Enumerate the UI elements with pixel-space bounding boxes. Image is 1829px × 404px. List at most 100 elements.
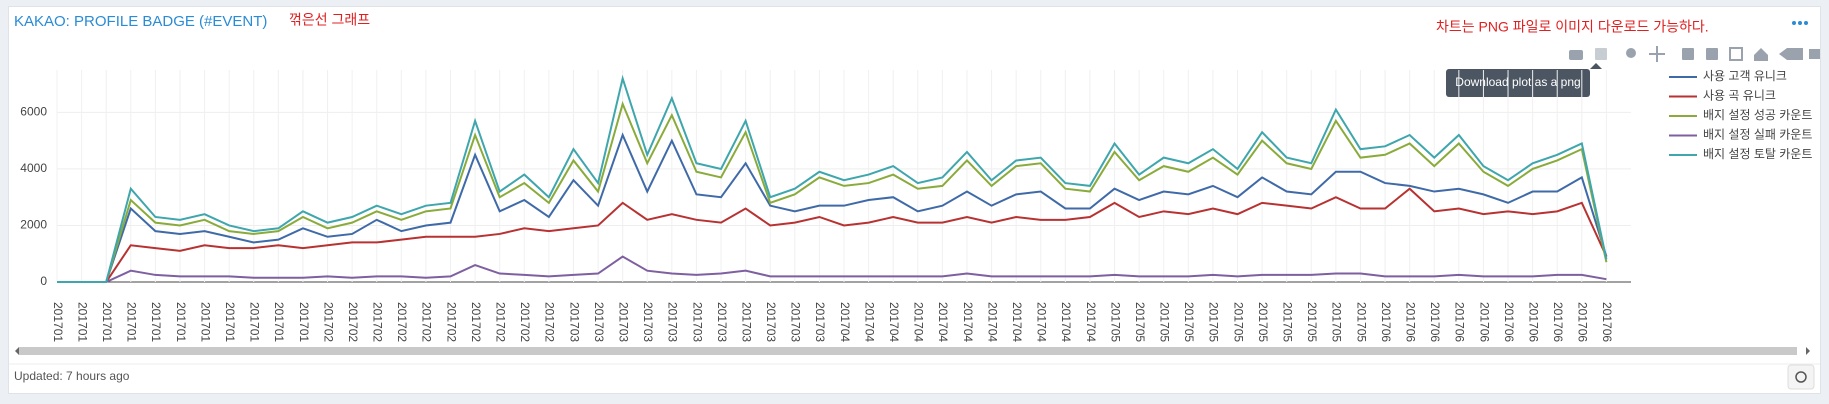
x-tick-label: 201703 — [690, 302, 704, 342]
x-tick-label: 201701 — [125, 302, 139, 342]
x-tick-label: 201706 — [1453, 302, 1467, 342]
legend-label: 사용 고객 유니크 — [1703, 69, 1787, 83]
spike-icon[interactable] — [1779, 48, 1803, 60]
x-tick-label: 201702 — [444, 302, 458, 342]
x-tick-label: 201704 — [1035, 302, 1049, 342]
x-tick-label: 201705 — [1354, 302, 1368, 342]
scrollbar[interactable] — [19, 347, 1797, 355]
x-tick-label: 201706 — [1551, 302, 1565, 342]
x-tick-label: 201704 — [1059, 302, 1073, 342]
x-tick-label: 201706 — [1379, 302, 1393, 342]
x-tick-label: 201704 — [1010, 302, 1024, 342]
x-tick-label: 201704 — [936, 302, 950, 342]
tooltip-text: Download plot as a png — [1455, 75, 1580, 89]
x-tick-label: 201705 — [1231, 302, 1245, 342]
legend-label: 배지 설정 성공 카운트 — [1703, 108, 1812, 122]
x-tick-label: 201706 — [1403, 302, 1417, 342]
x-tick-label: 201703 — [616, 302, 630, 342]
compare-icon[interactable] — [1809, 49, 1820, 59]
modebar — [1569, 46, 1820, 62]
y-tick-label: 0 — [40, 274, 47, 288]
zoom-icon[interactable] — [1626, 48, 1636, 58]
series-line — [57, 74, 1608, 283]
x-tick-label: 201701 — [297, 302, 311, 342]
x-tick-label: 201704 — [912, 302, 926, 342]
x-tick-label: 201704 — [838, 302, 852, 342]
x-tick-label: 201703 — [813, 302, 827, 342]
x-tick-label: 201705 — [1182, 302, 1196, 342]
menu-dots[interactable] — [1792, 21, 1808, 25]
x-tick-label: 201704 — [887, 302, 901, 342]
legend-label: 배지 설정 실패 카운트 — [1703, 128, 1812, 142]
zoom-out-icon[interactable] — [1706, 48, 1718, 60]
x-tick-label: 201705 — [1108, 302, 1122, 342]
autoscale-icon[interactable] — [1729, 47, 1743, 61]
y-tick-label: 4000 — [20, 161, 47, 175]
x-tick-label: 201706 — [1600, 302, 1614, 342]
series-line — [57, 187, 1608, 283]
x-tick-label: 201701 — [100, 302, 114, 342]
x-tick-label: 201703 — [567, 302, 581, 342]
x-tick-label: 201705 — [1330, 302, 1344, 342]
x-labels: 201701 201701 201701 201701 201701 201701 2017… — [51, 302, 1614, 342]
x-tick-label: 201702 — [346, 302, 360, 342]
x-tick-label: 201701 — [149, 302, 163, 342]
x-tick-label: 201704 — [862, 302, 876, 342]
refresh-button[interactable] — [1787, 364, 1815, 390]
x-tick-label: 201703 — [715, 302, 729, 342]
x-tick-label: 201703 — [666, 302, 680, 342]
panel: KAKAO: PROFILE BADGE (#EVENT) 꺾은선 그래프 차트… — [8, 6, 1821, 394]
x-tick-label: 201704 — [961, 302, 975, 342]
camera-icon[interactable] — [1569, 50, 1583, 60]
x-tick-label: 201703 — [789, 302, 803, 342]
x-tick-label: 201705 — [1207, 302, 1221, 342]
x-tick-label: 201703 — [641, 302, 655, 342]
legend-label: 사용 곡 유니크 — [1703, 89, 1776, 103]
x-tick-label: 201701 — [223, 302, 237, 342]
x-tick-label: 201702 — [420, 302, 434, 342]
zoom-in-icon[interactable] — [1682, 48, 1694, 60]
x-tick-label: 201704 — [1084, 302, 1098, 342]
save-icon[interactable] — [1595, 48, 1607, 60]
x-tick-label: 201703 — [739, 302, 753, 342]
x-tick-label: 201702 — [395, 302, 409, 342]
pan-icon[interactable] — [1649, 46, 1665, 62]
x-tick-label: 201702 — [371, 302, 385, 342]
y-tick-label: 2000 — [20, 218, 47, 232]
home-icon[interactable] — [1754, 48, 1768, 61]
title: KAKAO: PROFILE BADGE (#EVENT) — [14, 13, 267, 30]
x-tick-label: 201701 — [174, 302, 188, 342]
tooltip: Download plot as a png — [1446, 63, 1602, 97]
series-line — [57, 100, 1608, 283]
x-tick-label: 201702 — [469, 302, 483, 342]
x-tick-label: 201702 — [543, 302, 557, 342]
x-tick-label: 201705 — [1158, 302, 1172, 342]
x-tick-label: 201701 — [248, 302, 262, 342]
x-tick-label: 201703 — [764, 302, 778, 342]
x-tick-label: 201704 — [985, 302, 999, 342]
y-tick-label: 6000 — [20, 105, 47, 119]
chart: KAKAO: PROFILE BADGE (#EVENT) 꺾은선 그래프 차트… — [9, 12, 1820, 390]
x-tick-label: 201706 — [1502, 302, 1516, 342]
x-tick-label: 201702 — [321, 302, 335, 342]
x-tick-label: 201701 — [51, 302, 65, 342]
x-tick-label: 201701 — [272, 302, 286, 342]
legend-label: 배지 설정 토탈 카운트 — [1703, 147, 1812, 161]
note: 차트는 PNG 파일로 이미지 다운로드 가능하다. — [1436, 19, 1709, 35]
x-tick-label: 201706 — [1576, 302, 1590, 342]
series-line — [57, 255, 1607, 283]
x-tick-label: 201706 — [1428, 302, 1442, 342]
x-tick-label: 201702 — [494, 302, 508, 342]
x-tick-label: 201705 — [1133, 302, 1147, 342]
x-tick-label: 201706 — [1477, 302, 1491, 342]
series-line — [57, 132, 1608, 283]
x-tick-label: 201702 — [518, 302, 532, 342]
x-tick-label: 201705 — [1281, 302, 1295, 342]
refresh-icon — [1795, 371, 1807, 383]
grid — [56, 70, 1631, 283]
x-tick-label: 201705 — [1256, 302, 1270, 342]
subtitle: 꺾은선 그래프 — [289, 12, 370, 28]
updated: Updated: 7 hours ago — [14, 369, 130, 383]
x-tick-label: 201701 — [198, 302, 212, 342]
